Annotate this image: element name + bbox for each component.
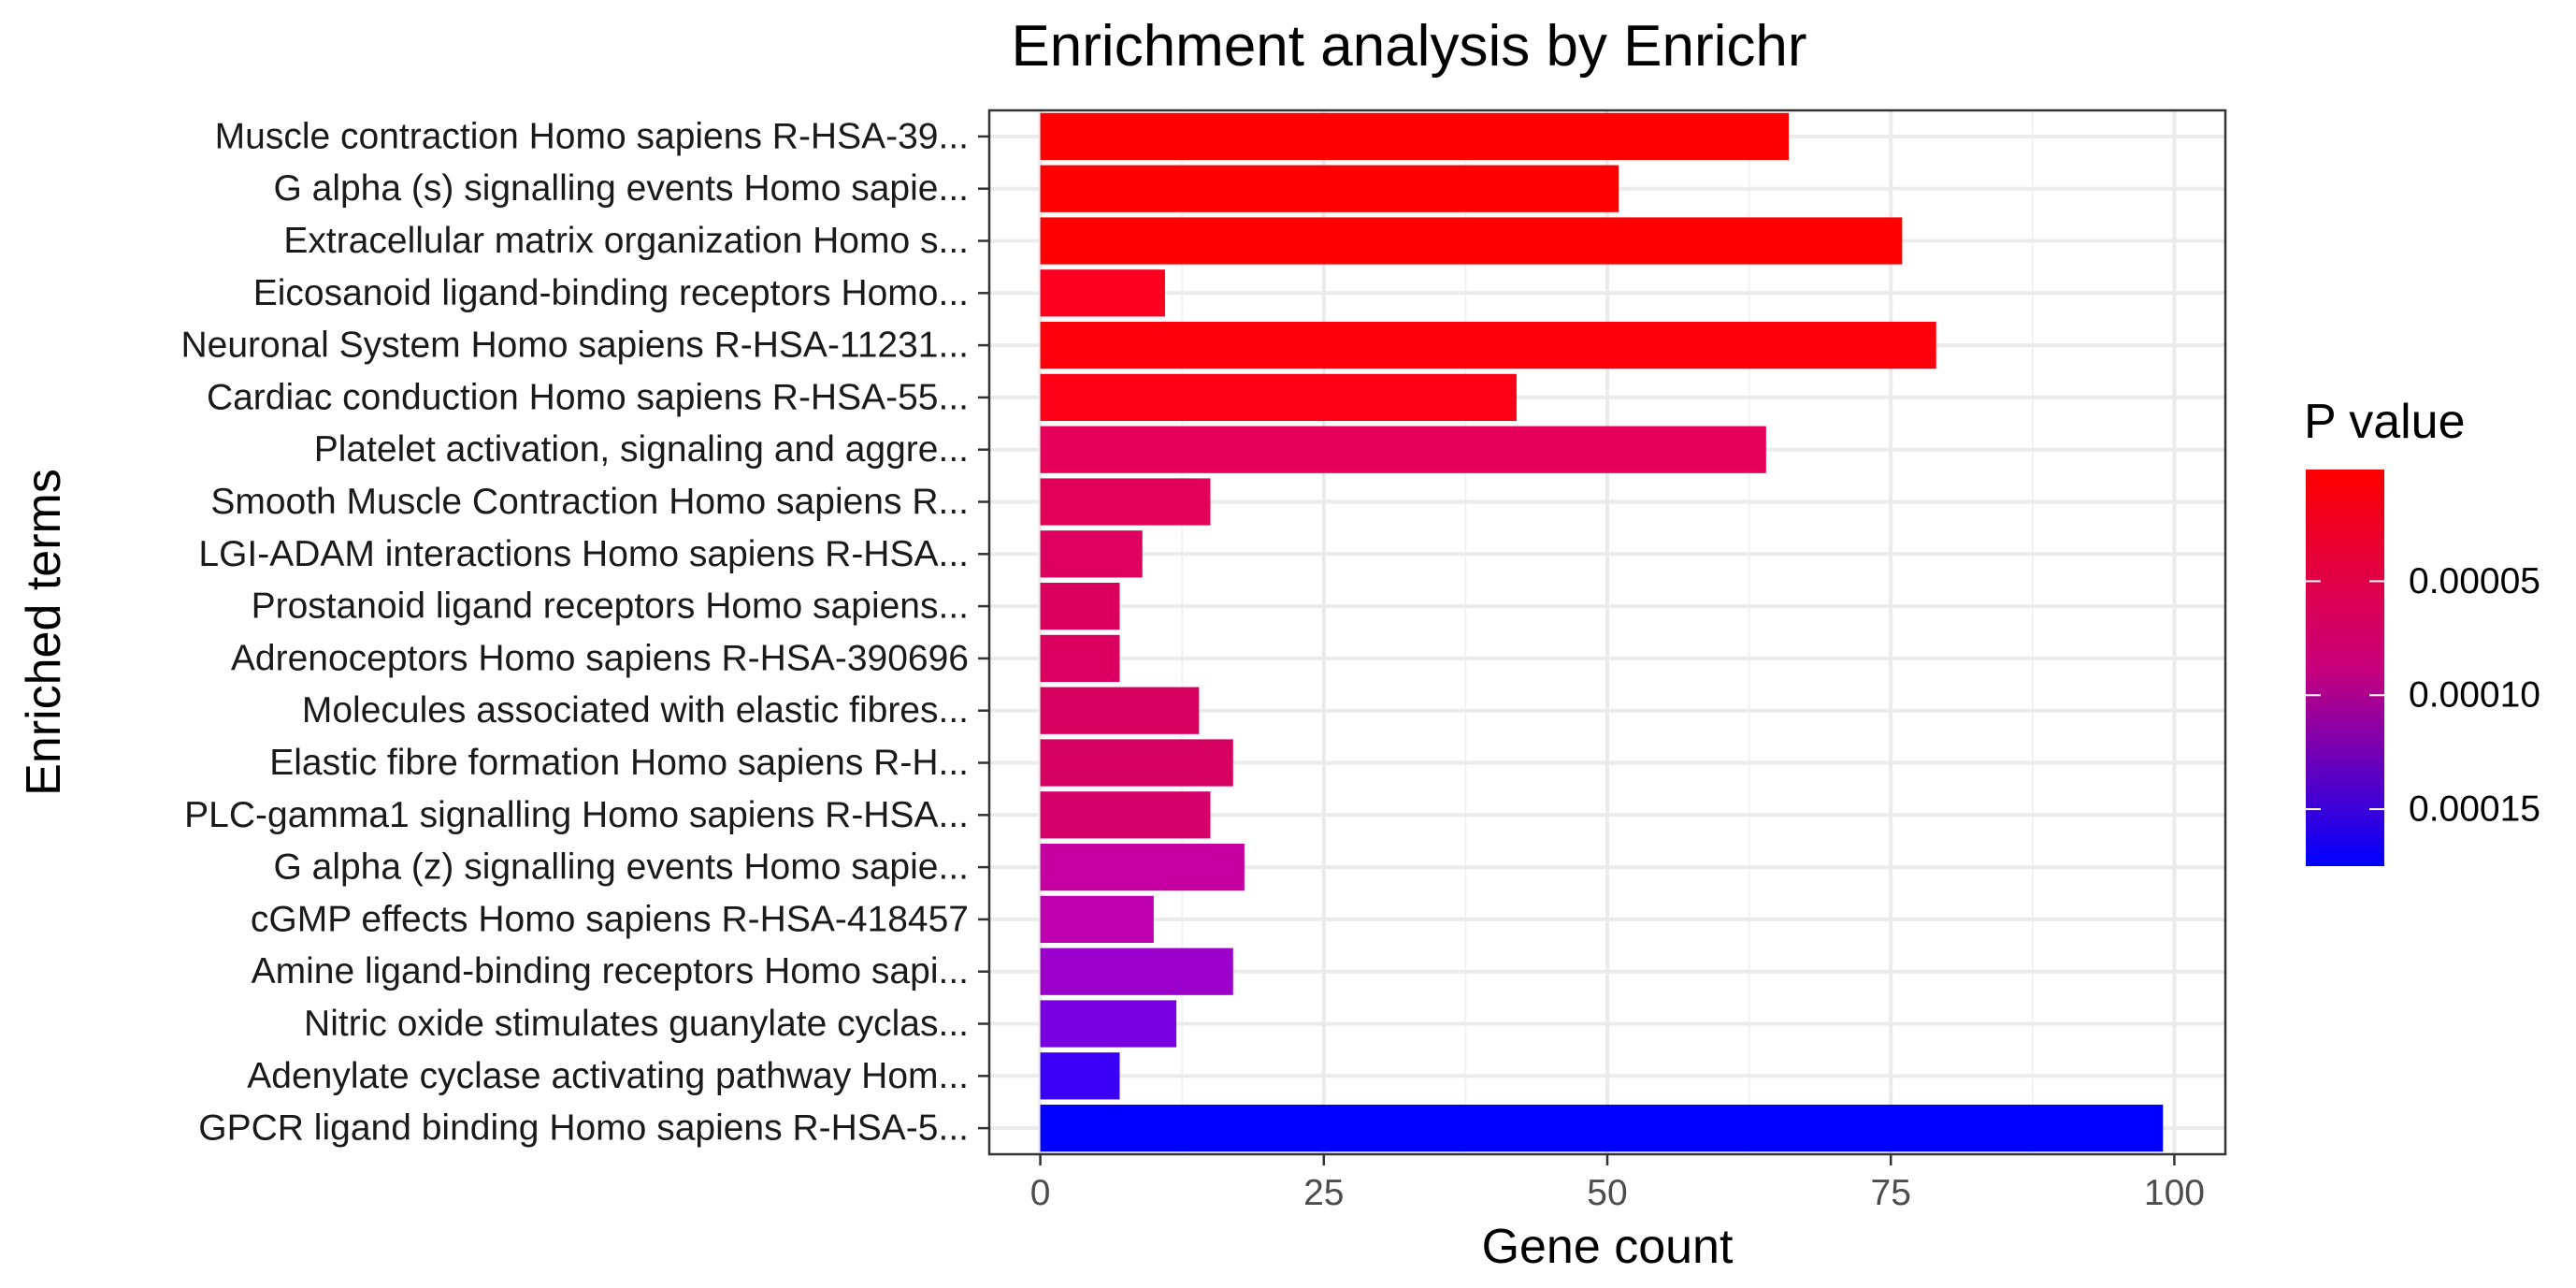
bar: [1040, 791, 1211, 839]
x-tick-label: 25: [1303, 1173, 1344, 1213]
bar: [1040, 1052, 1120, 1100]
y-axis-label: Enriched terms: [17, 469, 71, 796]
chart-title: Enrichment analysis by Enrichr: [1011, 14, 1806, 79]
x-tick-label: 0: [1030, 1173, 1051, 1213]
y-tick-label: Cardiac conduction Homo sapiens R-HSA-55…: [207, 377, 969, 417]
bar: [1040, 895, 1154, 944]
x-tick-label: 50: [1587, 1173, 1627, 1213]
y-tick-label: Nitric oxide stimulates guanylate cyclas…: [304, 1004, 969, 1044]
bar: [1040, 1104, 2164, 1152]
legend: P value 0.00005 0.00010 0.00015: [2304, 395, 2540, 866]
bar: [1040, 843, 1245, 891]
y-tick-label: G alpha (z) signalling events Homo sapie…: [273, 847, 969, 888]
x-tick-label: 100: [2144, 1173, 2205, 1213]
bar: [1040, 269, 1165, 317]
y-tick-label: G alpha (s) signalling events Homo sapie…: [273, 168, 969, 209]
y-tick-label: Neuronal System Homo sapiens R-HSA-11231…: [181, 326, 969, 366]
y-tick-label: GPCR ligand binding Homo sapiens R-HSA-5…: [198, 1108, 969, 1149]
x-tick-labels: 0 25 50 75 100: [1030, 1154, 2205, 1213]
y-tick-label: Prostanoid ligand receptors Homo sapiens…: [252, 586, 969, 627]
bar: [1040, 1000, 1177, 1048]
y-tick-label: Amine ligand-binding receptors Homo sapi…: [252, 951, 969, 991]
y-tick-label: cGMP effects Homo sapiens R-HSA-418457: [251, 899, 969, 939]
bar: [1040, 112, 1790, 161]
bar: [1040, 217, 1903, 265]
y-tick-label: LGI-ADAM interactions Homo sapiens R-HSA…: [198, 534, 969, 574]
bar: [1040, 948, 1233, 995]
y-tick-labels: Muscle contraction Homo sapiens R-HSA-39…: [181, 116, 989, 1149]
bar: [1040, 426, 1766, 473]
y-tick-label: Adrenoceptors Homo sapiens R-HSA-390696: [231, 638, 969, 678]
legend-title: P value: [2304, 395, 2466, 449]
bar: [1040, 687, 1200, 734]
bar: [1040, 165, 1619, 212]
bar: [1040, 321, 1936, 369]
legend-ticks: 0.00005 0.00010 0.00015: [2306, 561, 2540, 830]
y-tick-label: Eicosanoid ligand-binding receptors Homo…: [253, 273, 969, 313]
bars: [1040, 112, 2164, 1152]
x-tick-label: 75: [1871, 1173, 1911, 1213]
legend-colorbar: [2306, 470, 2384, 866]
y-tick-label: Muscle contraction Homo sapiens R-HSA-39…: [215, 116, 969, 156]
bar: [1040, 582, 1120, 630]
y-tick-label: Platelet activation, signaling and aggre…: [314, 429, 969, 470]
legend-tick-label: 0.00005: [2409, 561, 2540, 601]
bar: [1040, 530, 1143, 578]
y-tick-label: Elastic fibre formation Homo sapiens R-H…: [269, 743, 969, 783]
bar: [1040, 739, 1233, 787]
legend-tick-label: 0.00010: [2409, 675, 2540, 716]
bar: [1040, 634, 1120, 683]
y-tick-label: Extracellular matrix organization Homo s…: [283, 221, 969, 261]
y-tick-label: Molecules associated with elastic fibres…: [302, 690, 969, 731]
y-tick-label: Smooth Muscle Contraction Homo sapiens R…: [210, 482, 969, 522]
legend-tick-label: 0.00015: [2409, 789, 2540, 830]
y-tick-label: Adenylate cyclase activating pathway Hom…: [247, 1056, 969, 1096]
y-tick-label: PLC-gamma1 signalling Homo sapiens R-HSA…: [184, 795, 969, 835]
bar: [1040, 373, 1517, 422]
bar: [1040, 478, 1211, 526]
x-axis-label: Gene count: [1482, 1220, 1734, 1274]
